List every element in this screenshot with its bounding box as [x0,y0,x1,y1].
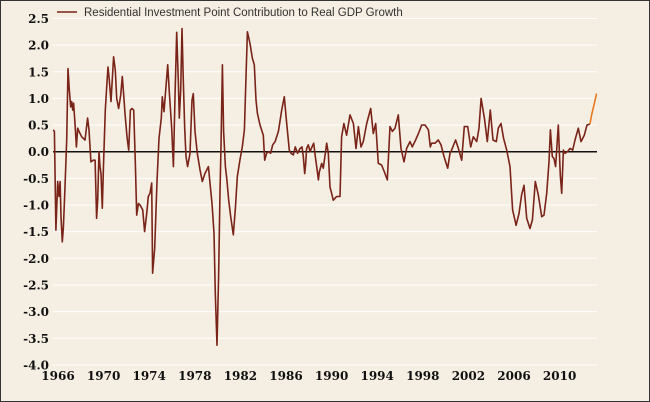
y-tick-label: -1.5 [23,225,49,239]
x-tick-label: 1998 [406,369,439,383]
x-tick-label: 2006 [497,369,530,383]
y-tick-label: -4.0 [23,358,49,372]
y-tick-label: 2.0 [28,39,49,53]
x-tick-label: 1994 [360,369,393,383]
x-tick-label: 1970 [87,369,120,383]
x-tick-label: 1966 [41,369,74,383]
y-tick-label: -2.5 [23,278,49,292]
legend-label: Residential Investment Point Contributio… [84,7,403,19]
x-tick-label: 2002 [452,369,485,383]
x-tick-label: 1986 [269,369,302,383]
x-tick-label: 1978 [178,369,211,383]
x-tick-label: 2010 [543,369,576,383]
x-tick-label: 1982 [224,369,257,383]
y-tick-label: 0.0 [28,145,49,159]
legend: Residential Investment Point Contributio… [57,7,403,19]
x-tick-label: 1974 [132,369,165,383]
y-tick-label: 1.0 [28,92,49,106]
series-line-residential-investment [52,27,591,347]
y-tick-label: 1.5 [28,65,49,79]
y-tick-label: 0.5 [28,119,49,133]
series-line-latest [589,93,598,125]
y-axis-ticks: 2.5 2.0 1.5 1.0 0.5 0.0 -0.5 -1.0 -1.5 -2.0 -2.5 -3… [23,12,49,372]
y-tick-label: 2.5 [28,12,49,26]
y-tick-label: -3.5 [23,332,49,346]
y-tick-label: -3.0 [23,305,49,319]
gridlines [53,17,597,366]
series-lines [52,27,598,347]
y-tick-label: -2.0 [23,252,49,266]
y-tick-label: -0.5 [23,172,49,186]
x-axis-ticks: 1966 1970 1974 1978 1982 1986 1990 1994 1998 2002… [41,369,576,383]
x-tick-label: 1990 [315,369,348,383]
y-tick-label: -1.0 [23,199,49,213]
